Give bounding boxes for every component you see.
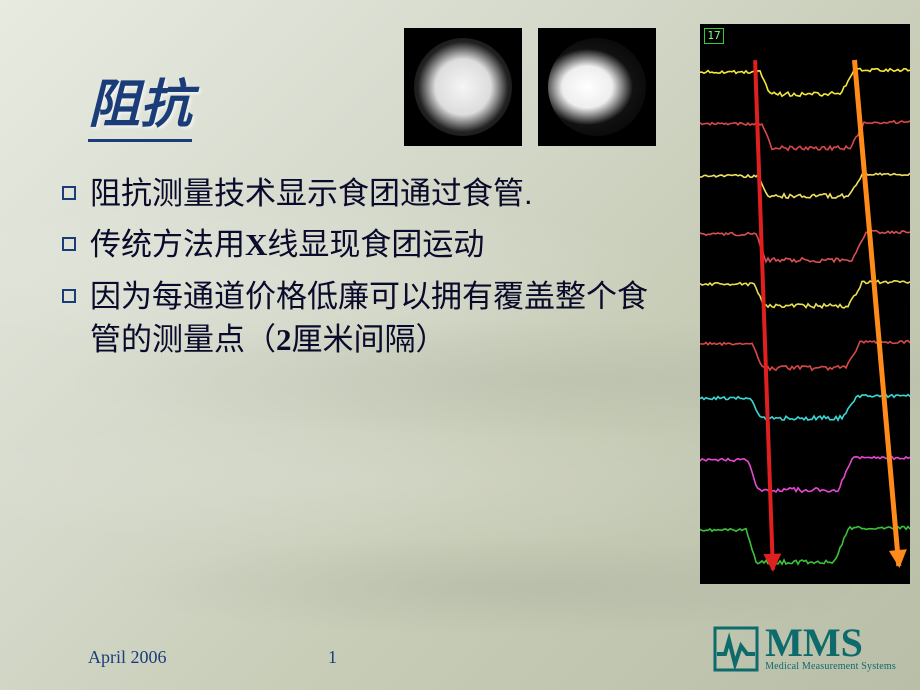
logo-subtitle: Medical Measurement Systems bbox=[765, 661, 896, 672]
chart-badge: 17 bbox=[704, 28, 724, 44]
bullet-list: 阻抗测量技术显示食团通过食管. 传统方法用X线显现食团运动 因为每通道价格低廉可… bbox=[62, 172, 652, 370]
list-item: 因为每通道价格低廉可以拥有覆盖整个食管的测量点（2厘米间隔） bbox=[62, 275, 652, 362]
xray-content bbox=[548, 38, 646, 136]
bullet-text: 阻抗测量技术显示食团通过食管. bbox=[90, 172, 533, 215]
mms-logo: MMS Medical Measurement Systems bbox=[713, 625, 896, 672]
logo-glyph-icon bbox=[713, 626, 759, 672]
bullet-text: 因为每通道价格低廉可以拥有覆盖整个食管的测量点（2厘米间隔） bbox=[90, 275, 652, 362]
list-item: 阻抗测量技术显示食团通过食管. bbox=[62, 172, 652, 215]
logo-text: MMS bbox=[765, 625, 896, 661]
bullet-marker-icon bbox=[62, 186, 76, 200]
slide-title: 阻抗 bbox=[88, 62, 192, 142]
footer-date: April 2006 bbox=[88, 647, 167, 668]
footer-page-number: 1 bbox=[328, 647, 337, 668]
bullet-text: 传统方法用X线显现食团运动 bbox=[90, 223, 484, 266]
logo-text-block: MMS Medical Measurement Systems bbox=[765, 625, 896, 672]
xray-image-1 bbox=[404, 28, 522, 146]
bullet-marker-icon bbox=[62, 237, 76, 251]
list-item: 传统方法用X线显现食团运动 bbox=[62, 223, 652, 266]
chart-traces bbox=[700, 24, 910, 584]
xray-content bbox=[414, 38, 512, 136]
bullet-marker-icon bbox=[62, 289, 76, 303]
xray-image-2 bbox=[538, 28, 656, 146]
impedance-chart: 17 bbox=[700, 24, 910, 584]
